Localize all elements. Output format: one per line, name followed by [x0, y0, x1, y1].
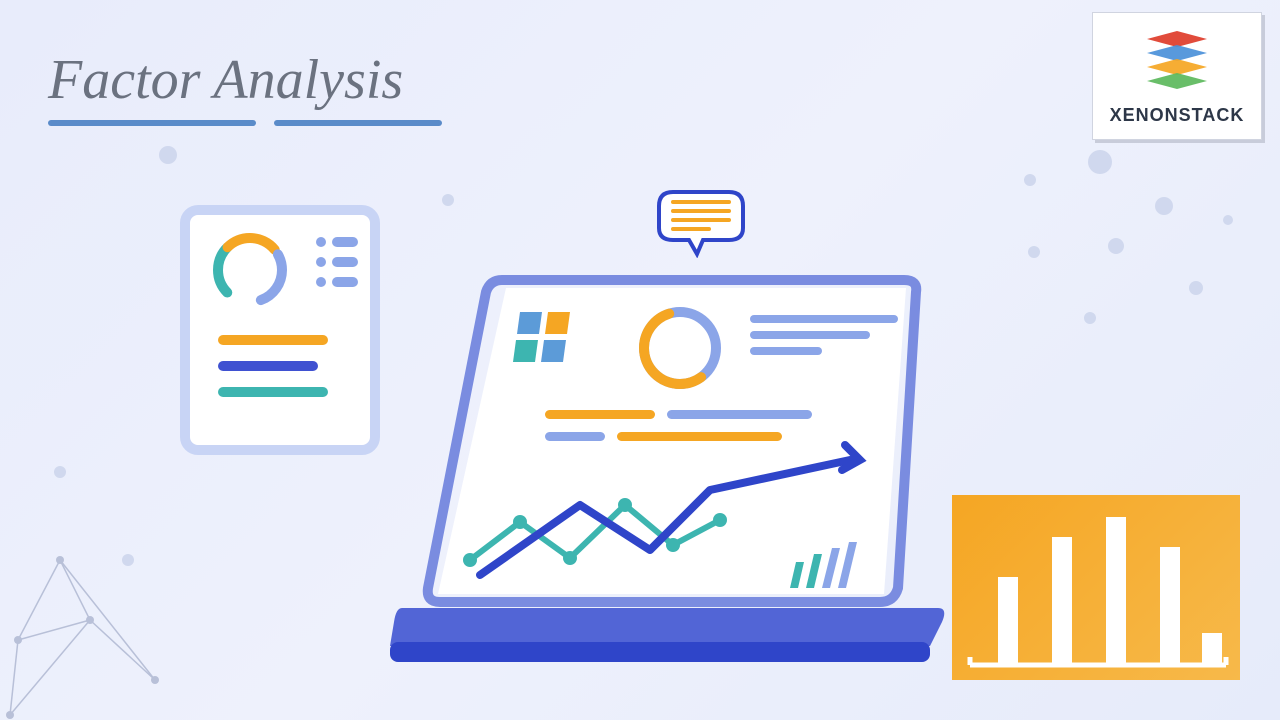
speech-bubble-icon [655, 188, 747, 258]
bar-chart-panel [952, 495, 1240, 680]
wireframe-decoration [0, 520, 220, 720]
report-card [180, 205, 380, 455]
card-lines [218, 335, 328, 413]
laptop-svg [390, 270, 950, 680]
brand-name: XENONSTACK [1110, 105, 1245, 126]
bar-chart-icon [952, 495, 1240, 680]
title-underline [48, 120, 442, 126]
donut-chart-icon [205, 225, 295, 315]
legend-pills [316, 237, 358, 297]
laptop-illustration [390, 270, 950, 680]
stack-icon [1137, 27, 1217, 97]
page-title: Factor Analysis [48, 48, 403, 112]
brand-logo-box: XENONSTACK [1092, 12, 1262, 140]
